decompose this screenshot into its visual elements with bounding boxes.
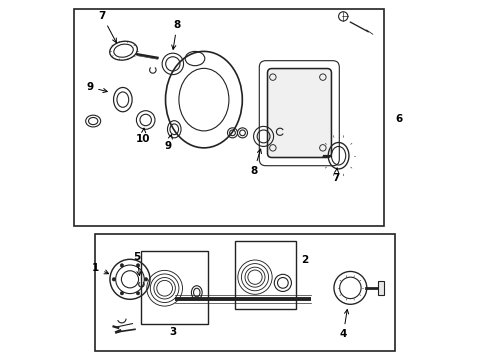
Text: 3: 3 [169, 327, 176, 337]
Bar [141, 251, 208, 324]
Text: 2: 2 [301, 255, 309, 265]
Bar [235, 241, 296, 309]
Bar [74, 9, 384, 226]
Text: 7: 7 [332, 168, 340, 183]
Text: 8: 8 [172, 19, 181, 49]
Circle shape [112, 278, 116, 281]
Circle shape [120, 292, 123, 295]
Text: 9: 9 [86, 82, 107, 93]
Text: 8: 8 [250, 149, 262, 176]
Bar [378, 281, 384, 295]
Circle shape [136, 292, 140, 295]
Text: 1: 1 [92, 262, 109, 274]
Circle shape [120, 264, 123, 267]
Text: 10: 10 [136, 128, 150, 144]
Text: 7: 7 [98, 11, 117, 42]
Circle shape [136, 264, 140, 267]
Text: 6: 6 [395, 114, 402, 124]
Text: 5: 5 [133, 252, 141, 275]
Circle shape [144, 278, 148, 281]
Text: 9: 9 [165, 135, 172, 151]
Bar [95, 234, 395, 351]
FancyBboxPatch shape [268, 68, 331, 157]
Text: 4: 4 [340, 310, 349, 339]
